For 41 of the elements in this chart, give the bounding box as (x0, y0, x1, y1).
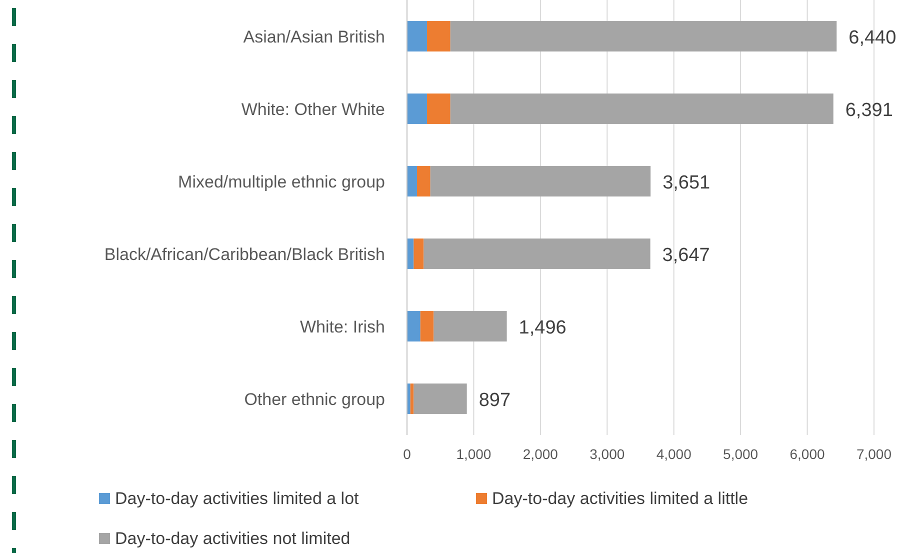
y-tick-label: Black/African/Caribbean/Black British (104, 244, 385, 264)
x-tick-label: 4,000 (656, 446, 692, 462)
bar (414, 384, 467, 414)
bar (417, 166, 430, 196)
legend-label: Day-to-day activities limited a lot (115, 489, 360, 508)
bar (450, 94, 834, 124)
bar (407, 21, 428, 52)
x-tick-label: 1,000 (456, 446, 492, 462)
bar (427, 21, 450, 52)
total-label: 6,391 (845, 100, 893, 121)
bar (450, 21, 837, 52)
bar (407, 311, 420, 342)
bar (407, 238, 414, 269)
bar (414, 238, 424, 269)
total-label: 897 (478, 390, 511, 411)
bar (407, 384, 410, 414)
legend-label: Day-to-day activities limited a little (492, 489, 748, 508)
bar (430, 166, 651, 196)
total-label: 1,496 (518, 317, 566, 338)
y-tick-label: Other ethnic group (244, 390, 385, 409)
bar (427, 94, 450, 124)
x-tick-label: 6,000 (790, 446, 826, 462)
x-tick-label: 5,000 (723, 446, 758, 462)
total-label: 3,647 (662, 244, 710, 266)
y-tick-label: Mixed/multiple ethnic group (178, 172, 385, 192)
y-tick-label: White: Irish (300, 317, 385, 336)
x-tick-label: 3,000 (590, 446, 625, 462)
bar (407, 166, 418, 196)
y-tick-label: Asian/Asian British (243, 27, 385, 46)
total-label: 3,651 (662, 172, 710, 194)
x-tick-label: 7,000 (856, 446, 892, 462)
x-tick-label: 2,000 (522, 446, 558, 462)
bar (420, 311, 434, 342)
bar (410, 384, 414, 414)
legend-label: Day-to-day activities not limited (115, 529, 350, 548)
bar (434, 311, 507, 342)
x-tick-label: 0 (403, 446, 412, 462)
bar (424, 238, 650, 269)
bar (407, 94, 428, 124)
y-tick-label: White: Other White (241, 100, 385, 119)
total-label: 6,440 (848, 27, 896, 48)
